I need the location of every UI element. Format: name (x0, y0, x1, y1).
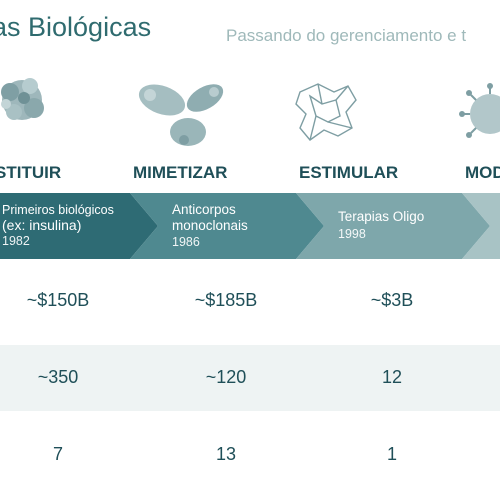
row-count (0, 345, 500, 411)
cell-count-1: ~350 (37, 367, 79, 387)
page-subtitle: Passando do gerenciamento e t (226, 26, 467, 45)
arrow-text-3: Terapias Oligo 1998 (338, 208, 424, 242)
row-market (0, 259, 500, 345)
row-third (0, 411, 500, 500)
icons-row (1, 78, 500, 146)
cell-third-3: 1 (386, 444, 398, 464)
cell-market-1: ~$150B (26, 290, 90, 310)
arrow-year: 1982 (2, 234, 30, 248)
arrow-year: 1986 (172, 235, 200, 249)
arrow-segment-4 (462, 193, 500, 259)
arrow-title-line: Anticorpos (172, 202, 236, 217)
col-label-3: ESTIMULAR (299, 163, 399, 182)
cell-market-3: ~$3B (370, 290, 414, 310)
virus-particle-icon (459, 83, 500, 138)
antibody-icon (138, 84, 224, 146)
col-label-4: MOD (465, 163, 500, 182)
arrow-title-line: Terapias Oligo (338, 209, 425, 224)
arrow-title-line: monoclonais (172, 218, 248, 233)
col-label-1: STITUIR (0, 163, 62, 182)
timeline-arrows (0, 193, 500, 259)
arrow-title-line: Primeiros biológicos (2, 203, 114, 217)
col-label-2: MIMETIZAR (133, 163, 228, 182)
arrow-year: 1998 (338, 227, 366, 241)
arrow-text-1: Primeiros biológicos (ex: insulina) 1982 (2, 203, 114, 249)
arrow-segment-2 (130, 193, 324, 259)
arrow-title-line: (ex: insulina) (2, 217, 82, 233)
cell-count-3: 12 (381, 367, 403, 387)
page-title: as Biológicas (0, 12, 152, 42)
cell-third-1: 7 (52, 444, 64, 464)
oligo-structure-icon (295, 83, 357, 141)
protein-structure-icon (1, 78, 44, 120)
cell-count-2: ~120 (205, 367, 247, 387)
cell-market-2: ~$185B (194, 290, 258, 310)
arrow-segment-3 (296, 193, 490, 259)
arrow-segment-1 (0, 193, 158, 259)
cell-third-2: 13 (215, 444, 237, 464)
arrow-text-2: Anticorpos monoclonais 1986 (172, 202, 248, 250)
